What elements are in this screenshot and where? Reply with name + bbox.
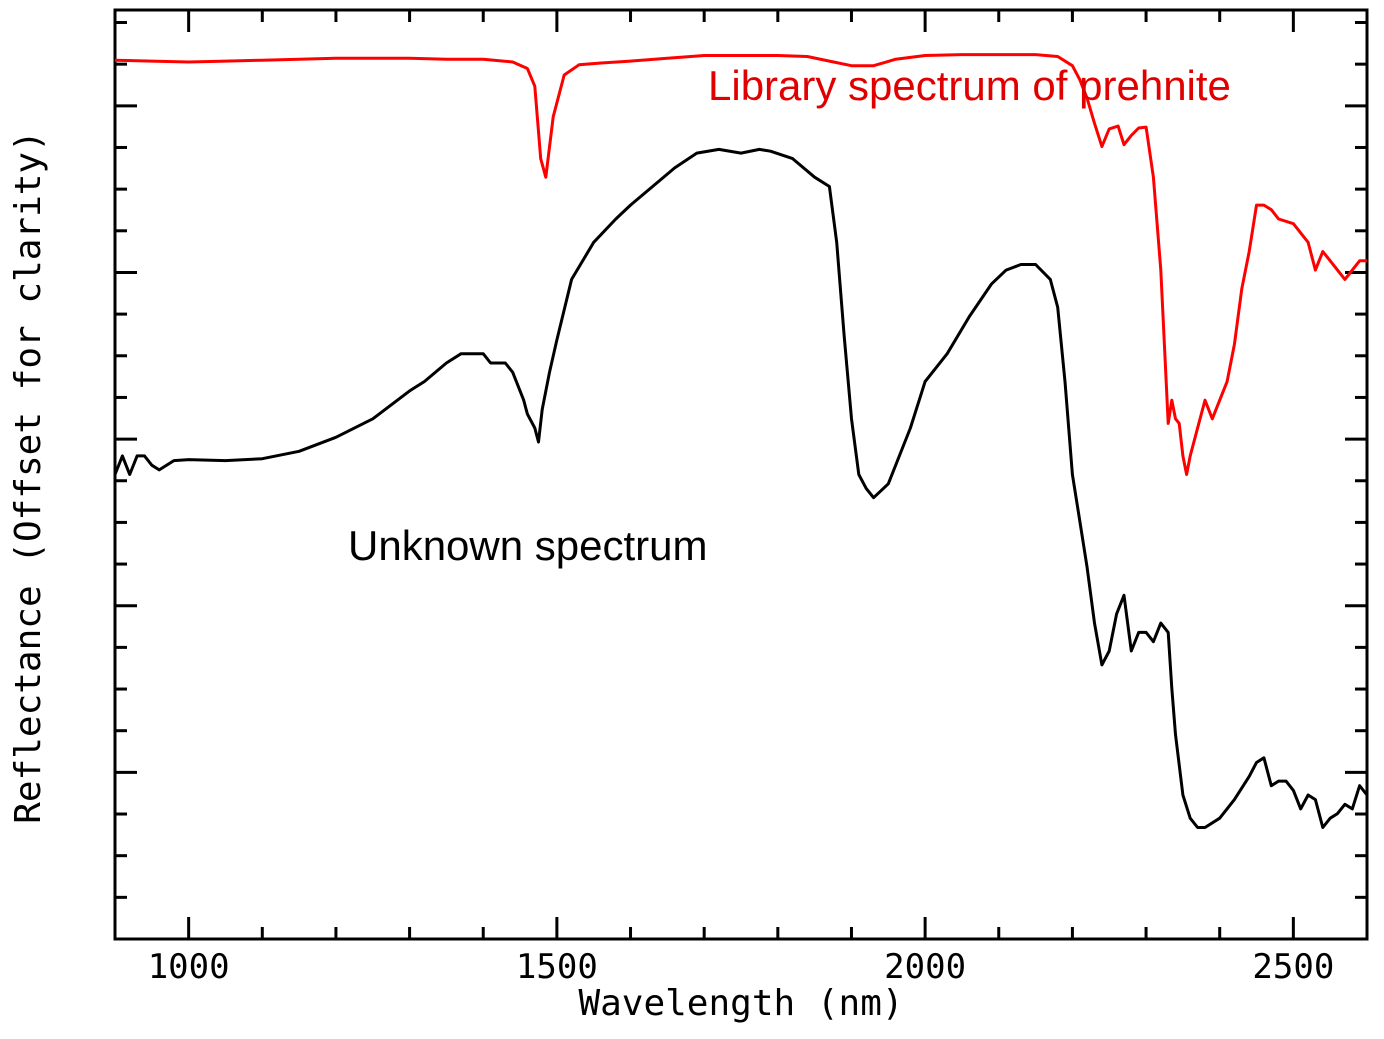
x-tick-label: 2500: [1252, 947, 1334, 987]
axis-ticks: [115, 10, 1367, 939]
x-axis-label: Wavelength (nm): [578, 983, 903, 1024]
unknown-spectrum-line: [113, 147, 1369, 829]
series-lines: [113, 53, 1369, 829]
x-tick-label: 1000: [148, 947, 230, 987]
annotation-unknown-spectrum: Unknown spectrum: [348, 522, 707, 569]
plot-frame: [113, 8, 1369, 941]
prehnite-library-line: [114, 53, 1367, 476]
x-tick-label: 2000: [884, 947, 966, 987]
x-tick-label: 1500: [516, 947, 598, 987]
y-axis-label: Reflectance (Offset for clarity): [8, 130, 49, 824]
annotation-library-spectrum: Library spectrum of prehnite: [708, 62, 1231, 109]
x-tick-labels: 1000 1500 2000 2500: [148, 947, 1335, 987]
